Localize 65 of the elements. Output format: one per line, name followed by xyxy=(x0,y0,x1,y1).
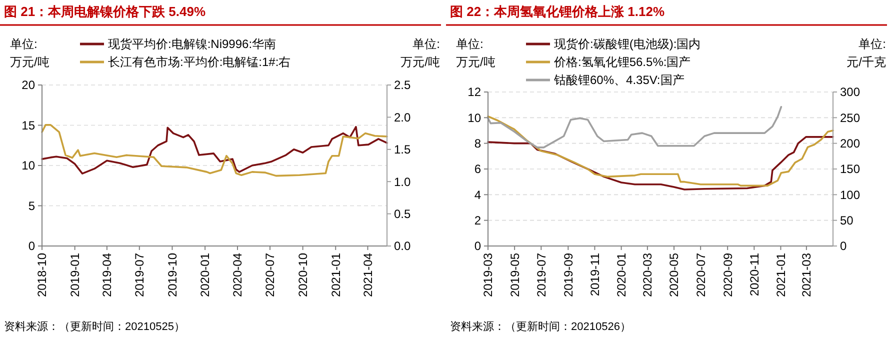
y2-tick-label: 1.5 xyxy=(394,142,412,157)
x-tick-label: 2020-01 xyxy=(198,252,212,298)
y2-axis-title: 单位: 万元/吨 xyxy=(400,37,440,69)
legend-label: 长江有色市场:平均价:电解锰:1#:右 xyxy=(108,55,291,69)
x-tick-label: 2019-10 xyxy=(165,252,180,298)
x-tick-label: 2020-01 xyxy=(614,252,628,298)
line-series xyxy=(487,106,782,148)
y-tick-label: 20 xyxy=(22,78,36,92)
chart-title: 图 22：本周氢氧化锂价格上涨 1.12% xyxy=(450,4,665,19)
x-tick-label: 2020-11 xyxy=(747,252,762,296)
x-tick-label: 2020-07 xyxy=(694,252,708,298)
y2-tick-label: 2.5 xyxy=(394,78,412,92)
y-tick-label: 2 xyxy=(474,214,482,228)
y-tick-label: 6 xyxy=(474,162,482,176)
x-tick-label: 2021-03 xyxy=(800,252,814,298)
legend-label: 现货平均价:电解镍:Ni9996:华南 xyxy=(108,37,276,51)
text: 资料来源：（更新时间：20210525） xyxy=(4,320,185,333)
y2-tick-label: 100 xyxy=(840,188,860,202)
y2-tick-label: 50 xyxy=(840,214,854,228)
y-tick-label: 10 xyxy=(468,110,482,125)
legend-label: 现货价:碳酸锂(电池级):国内 xyxy=(554,37,701,51)
x-tick-label: 2019-07 xyxy=(132,252,147,298)
x-tick-label: 2020-04 xyxy=(230,252,245,298)
x-tick-label: 2018-10 xyxy=(35,252,50,298)
line-series xyxy=(487,115,834,187)
y-tick-label: 0 xyxy=(28,239,36,254)
y2-tick-label: 200 xyxy=(840,136,860,151)
y-tick-label: 4 xyxy=(474,188,482,202)
x-tick-label: 2019-04 xyxy=(100,252,114,298)
x-tick-label: 2019-03 xyxy=(481,252,496,298)
legend-label: 钴酸锂60%、4.35V:国产 xyxy=(553,73,684,87)
y2-tick-label: 0 xyxy=(840,239,847,254)
legend-label: 价格:氢氧化锂56.5%:国产 xyxy=(553,55,691,69)
y2-tick-label: 150 xyxy=(840,162,860,176)
x-tick-label: 2020-07 xyxy=(263,252,278,298)
y-tick-label: 8 xyxy=(474,136,482,151)
y-tick-label: 10 xyxy=(22,158,36,173)
text: 资料来源：（更新时间：20210526） xyxy=(450,320,631,333)
x-tick-label: 2020-03 xyxy=(640,252,655,298)
y-axis-title: 单位: 万元/吨 xyxy=(10,37,50,69)
line-series xyxy=(487,136,834,190)
y-axis-title: 单位: 万元/吨 xyxy=(456,37,496,69)
x-tick-label: 2021-01 xyxy=(328,252,343,298)
x-tick-label: 2019-07 xyxy=(534,252,548,298)
y-tick-label: 15 xyxy=(22,118,36,132)
y2-tick-label: 1.0 xyxy=(394,174,412,189)
x-tick-label: 2021-01 xyxy=(774,252,788,298)
y2-tick-label: 2.0 xyxy=(394,110,412,124)
x-tick-label: 2020-10 xyxy=(296,252,310,298)
x-tick-label: 2020-09 xyxy=(720,252,735,298)
y2-tick-label: 300 xyxy=(840,85,860,100)
y-tick-label: 12 xyxy=(468,85,482,100)
y-tick-label: 0 xyxy=(474,239,482,254)
y2-tick-label: 0.5 xyxy=(394,207,412,221)
y2-tick-label: 0.0 xyxy=(394,239,412,254)
x-tick-label: 2021-04 xyxy=(360,252,375,298)
chart-title: 图 21：本周电解镍价格下跌 5.49% xyxy=(4,4,206,19)
y2-tick-label: 250 xyxy=(840,110,860,125)
y2-axis-title: 单位: 元/千克 xyxy=(846,37,886,69)
y-tick-label: 5 xyxy=(28,198,36,213)
x-tick-label: 2019-05 xyxy=(508,252,522,298)
x-tick-label: 2020-05 xyxy=(667,252,682,298)
x-tick-label: 2019-11 xyxy=(588,252,602,296)
x-tick-label: 2019-01 xyxy=(68,252,82,298)
x-tick-label: 2019-09 xyxy=(561,252,576,298)
